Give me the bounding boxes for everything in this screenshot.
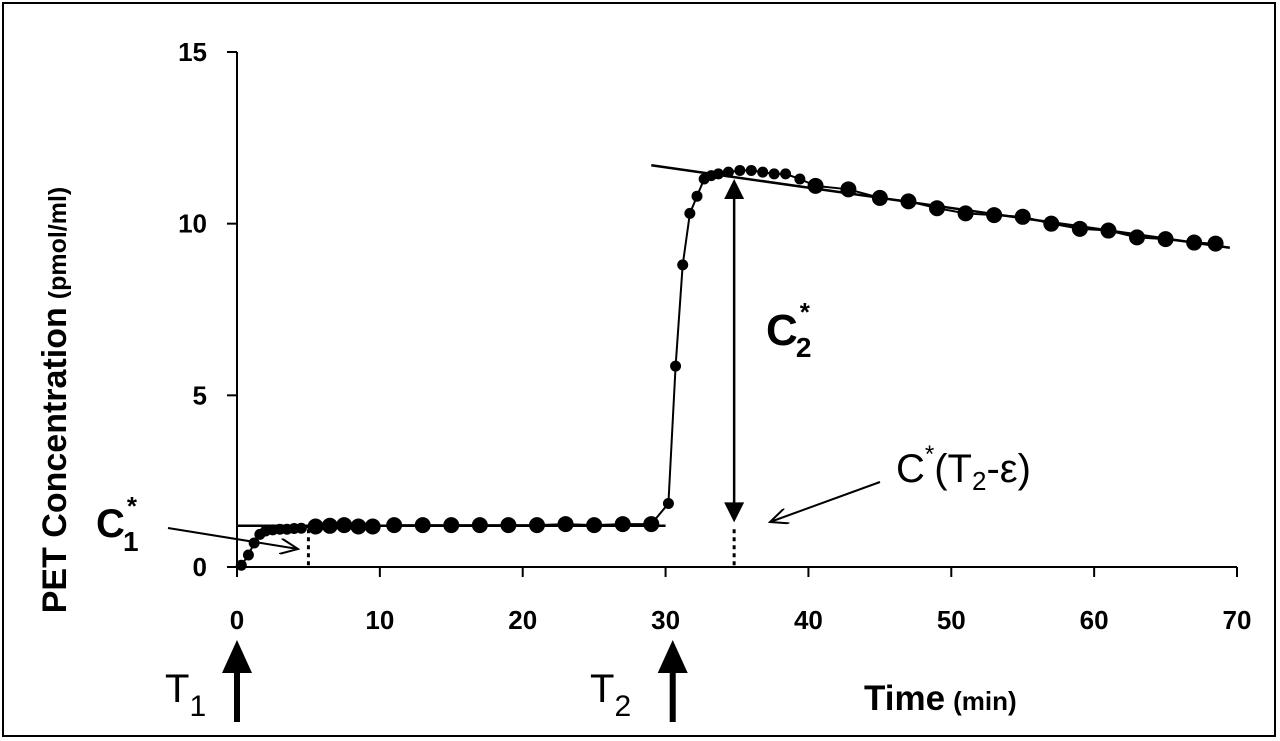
t2-arrow-shaft [669,670,676,722]
y-tick-label: 0 [193,552,207,582]
data-point [684,207,696,219]
data-point [307,518,324,535]
t2-arrow-head [657,640,688,673]
y-axis-label: PET Concentration(pmol/ml) [36,187,74,614]
data-point [557,516,574,533]
x-tick-label: 0 [230,605,244,635]
data-point [712,168,724,180]
c2-arrow-head-up [724,179,745,200]
data-point [745,164,757,176]
data-point [1014,208,1031,225]
annotations-group: PET Concentration(pmol/ml) Time (min) C* 1… [36,179,1031,723]
data-point [1207,235,1224,252]
data-point [840,181,857,198]
data-point [929,200,945,217]
data-point [986,207,1003,224]
data-point [794,173,806,185]
data-point [1129,229,1145,246]
c1-pointer-arrow [167,527,298,549]
t1-label: T1 [165,667,206,723]
data-point [691,190,703,202]
data-point [643,516,660,533]
data-point [1157,231,1174,248]
x-axis-label: Time (min) [864,679,1017,718]
t1-arrow-shaft [234,670,240,722]
x-tick-label: 50 [937,605,966,635]
data-point [757,166,769,178]
c-t2-epsilon-label: C*(T2-ε) [896,441,1031,496]
series-group [235,164,1231,571]
data-point [350,518,367,535]
x-tick-label: 60 [1080,605,1109,635]
x-tick-label: 30 [651,605,680,635]
data-point [586,517,603,534]
x-tick-label: 10 [365,605,394,635]
data-point [1071,220,1088,237]
c2-arrow-head-down [724,502,745,523]
x-tick-label: 70 [1223,605,1252,635]
t1-arrow-head [222,640,252,673]
x-tick-label: 40 [794,605,823,635]
data-point [722,166,734,178]
data-point [871,189,888,206]
data-point [670,360,682,372]
data-point [336,517,353,534]
data-point [1186,234,1203,251]
data-point [471,517,488,534]
data-point [242,549,254,561]
axes: 0 5 10 15 0 10 20 30 40 50 60 70 [178,37,1251,635]
data-point [529,517,545,534]
data-point [1043,215,1060,232]
data-point [386,517,403,534]
c1-label: C* 1 [96,491,139,557]
data-point [662,497,674,509]
data-point [614,516,631,533]
c2-label: C* 2 [766,297,811,363]
data-point [364,518,381,535]
data-point [780,168,792,180]
y-tick-label: 15 [178,37,207,67]
data-point [1100,222,1117,239]
ct-pointer-arrow [770,481,881,522]
t2-label: T2 [590,667,631,723]
data-point [321,517,338,534]
x-tick-label: 20 [508,605,537,635]
y-tick-label: 5 [193,380,207,410]
data-point [734,164,746,176]
data-point [235,559,247,571]
data-point [414,517,431,534]
data-point [248,537,260,549]
data-point [807,177,824,194]
data-point [677,259,689,271]
data-point [957,205,974,222]
data-point [443,517,460,534]
data-point [768,168,780,180]
data-point [900,193,917,210]
data-point [500,517,517,534]
data-point [295,522,307,534]
y-tick-label: 10 [178,209,207,239]
